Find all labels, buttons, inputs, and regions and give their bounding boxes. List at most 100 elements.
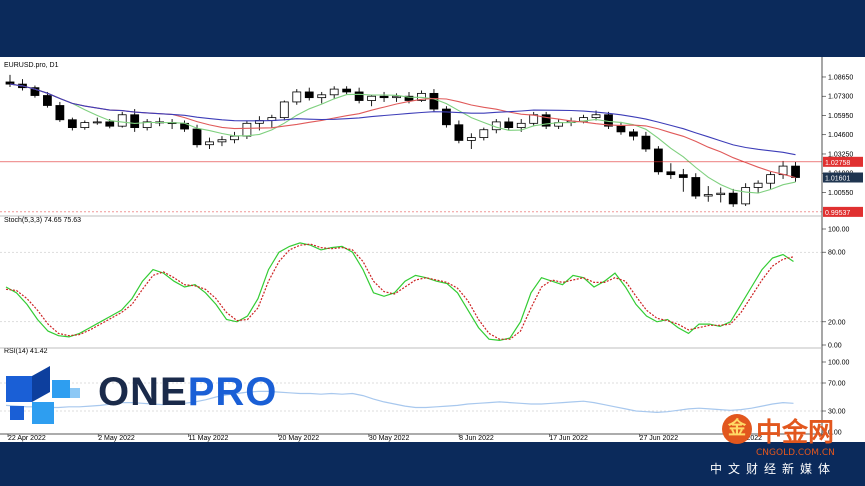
bull-candle — [766, 174, 775, 184]
indicator-tick-label: 100.00 — [828, 227, 850, 234]
bear-candle — [105, 121, 115, 127]
bull-candle — [117, 114, 127, 127]
bear-candle — [454, 124, 464, 141]
top-banner — [0, 0, 865, 57]
bear-candle — [541, 114, 551, 127]
rsi-line — [5, 390, 794, 414]
bear-candle — [629, 131, 638, 137]
cngold-watermark: 金 中金网 CNGOLD.COM.CN 中文财经新媒体 — [710, 412, 862, 482]
time-tick-label: 2 May 2022 — [98, 435, 135, 442]
bear-candle — [67, 119, 77, 128]
bull-candle — [217, 139, 227, 143]
bull-candle — [80, 122, 90, 128]
price-marker-label: 1.02758 — [825, 160, 850, 167]
bull-candle — [92, 121, 102, 124]
ma-slow-line — [9, 83, 796, 156]
price-marker-label: 0.99537 — [825, 210, 850, 217]
indicator-tick-label: 0.00 — [828, 430, 842, 437]
time-tick-label: 27 Jun 2022 — [640, 435, 679, 442]
bull-candle — [142, 121, 152, 128]
price-pane: EURUSD.pro, D1 1.08650 1.07300 1.05950 1.04… — [0, 62, 863, 217]
bear-candle — [404, 95, 414, 101]
time-tick-label: 8 Jun 2022 — [459, 435, 494, 442]
bottom-banner — [0, 442, 865, 486]
bull-candle — [516, 122, 526, 128]
bear-candle — [691, 177, 701, 197]
bear-candle — [342, 88, 352, 93]
indicator-tick-label: 70.00 — [828, 381, 846, 388]
onepro-logo: ONEPRO — [6, 366, 276, 426]
time-tick-label: 22 Apr 2022 — [8, 435, 46, 442]
price-marker-label: 1.01601 — [825, 176, 850, 183]
time-tick-label: 17 Jun 2022 — [549, 435, 588, 442]
price-marker-badge — [823, 156, 863, 167]
bear-candle — [30, 87, 40, 96]
price-tick-label: 1.08650 — [828, 74, 853, 81]
rsi-title: RSI(14) 41.42 — [4, 348, 48, 355]
bull-candle — [230, 135, 239, 141]
price-tick-label: 1.04600 — [828, 132, 853, 139]
onepro-logo-mark — [6, 366, 80, 424]
bull-candle — [703, 194, 713, 197]
time-axis: 22 Apr 2022 2 May 2022 11 May 2022 20 May 2… — [7, 434, 762, 442]
indicator-tick-label: 30.00 — [828, 409, 846, 416]
stochastic-title: Stoch(5,3,3) 74.65 75.63 — [4, 217, 81, 224]
ma-fast-line — [9, 83, 796, 194]
cngold-tagline: 中文财经新媒体 — [710, 462, 837, 476]
bear-candle — [504, 121, 514, 128]
bull-candle — [279, 101, 289, 119]
price-marker-badge — [823, 172, 863, 183]
price-tick-label: 1.03250 — [828, 151, 853, 158]
bear-candle — [130, 114, 140, 128]
time-tick-label: 11 May 2022 — [188, 435, 228, 442]
bear-candle — [728, 192, 738, 205]
bear-candle — [5, 81, 15, 85]
bear-candle — [641, 135, 651, 150]
chart-frame: EURUSD.pro, D1 1.08650 1.07300 1.05950 1.04… — [0, 57, 865, 442]
bull-candle — [205, 141, 214, 146]
time-tick-label: 30 May 2022 — [369, 435, 410, 442]
bear-candle — [678, 174, 688, 178]
indicator-tick-label: 80.00 — [828, 250, 846, 257]
indicator-tick-label: 20.00 — [828, 319, 846, 326]
cngold-url: CNGOLD.COM.CN — [756, 448, 835, 458]
bear-candle — [616, 125, 626, 133]
bull-candle — [466, 137, 476, 141]
bull-candle — [292, 91, 302, 103]
bear-candle — [429, 92, 439, 110]
bull-candle — [329, 88, 339, 96]
stochastic-k-line — [5, 242, 794, 342]
indicator-tick-label: 0.00 — [828, 343, 842, 350]
cngold-name: 中金网 — [756, 418, 835, 448]
onepro-wordmark: ONEPRO — [98, 370, 278, 414]
bull-candle — [317, 94, 327, 99]
bear-candle — [653, 148, 663, 173]
bear-candle — [442, 108, 451, 126]
rsi-pane: RSI(14) 41.42 100.00 70.00 30.00 0.00 — [0, 348, 850, 437]
bear-candle — [791, 165, 800, 178]
bear-candle — [304, 91, 314, 99]
bear-candle — [55, 105, 65, 121]
stochastic-pane: Stoch(5,3,3) 74.65 75.63 100.00 80.00 20.0… — [0, 217, 850, 350]
price-tick-label: 1.07300 — [828, 94, 853, 101]
bull-candle — [591, 114, 601, 119]
bear-candle — [354, 91, 364, 101]
price-tick-label: 1.05950 — [828, 113, 853, 120]
bull-candle — [479, 129, 489, 138]
bull-candle — [242, 122, 252, 137]
time-tick-label: 20 May 2022 — [279, 435, 320, 442]
bear-candle — [192, 128, 202, 146]
price-tick-label: 1.00550 — [828, 190, 853, 197]
bull-candle — [392, 95, 401, 99]
price-pane-title: EURUSD.pro, D1 — [4, 62, 59, 69]
chart-svg: EURUSD.pro, D1 1.08650 1.07300 1.05950 1.04… — [0, 57, 865, 442]
bull-candle — [753, 182, 763, 188]
bull-candle — [741, 187, 751, 205]
price-marker-badge — [823, 206, 863, 217]
bear-candle — [379, 95, 389, 99]
bull-candle — [716, 192, 726, 196]
indicator-tick-label: 100.00 — [828, 360, 850, 367]
stochastic-d-line — [5, 243, 794, 340]
bull-candle — [367, 95, 376, 101]
cngold-emblem: 金 — [722, 414, 752, 444]
